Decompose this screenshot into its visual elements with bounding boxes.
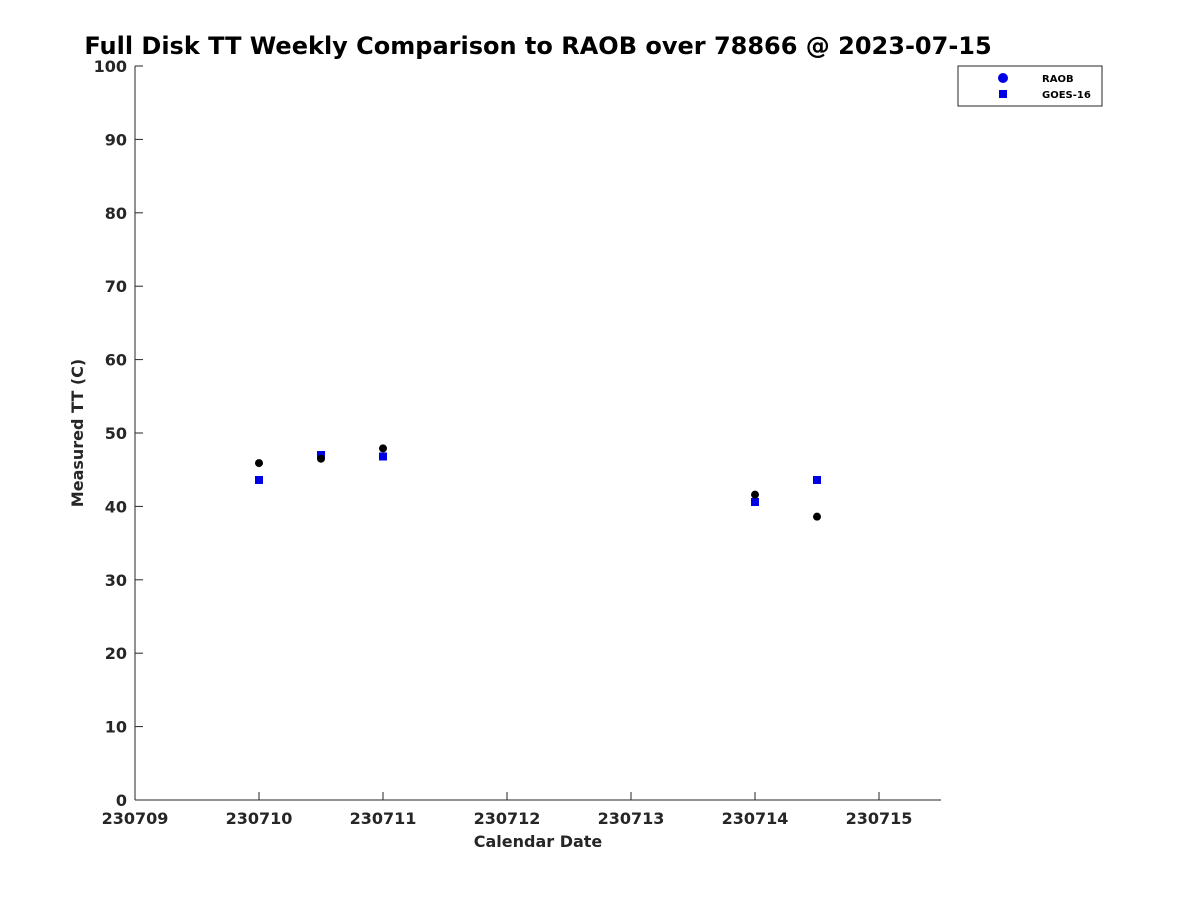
y-tick-label: 20 <box>105 644 127 663</box>
x-tick-label: 230712 <box>474 809 541 828</box>
legend-label-goes-16: GOES-16 <box>1042 90 1091 101</box>
x-tick-label: 230709 <box>102 809 169 828</box>
point-raob <box>379 444 387 453</box>
y-tick-label: 100 <box>94 57 127 76</box>
y-tick-label: 10 <box>105 718 127 737</box>
x-tick-label: 230714 <box>722 809 789 828</box>
data-points <box>255 444 821 521</box>
y-ticks: 0 10 20 30 40 50 60 70 80 90 100 <box>94 57 143 810</box>
legend-marker-raob <box>998 73 1008 83</box>
legend-marker-goes-16 <box>999 90 1007 98</box>
chart-title: Full Disk TT Weekly Comparison to RAOB o… <box>84 32 991 60</box>
point-raob <box>813 512 821 521</box>
x-tick-label: 230711 <box>350 809 417 828</box>
y-tick-label: 70 <box>105 277 127 296</box>
legend: RAOB GOES-16 <box>957 65 1103 107</box>
legend-label-raob: RAOB <box>1042 74 1074 85</box>
x-tick-label: 230713 <box>598 809 665 828</box>
point-goes-16 <box>751 497 759 506</box>
y-axis-title: Measured TT (C) <box>68 359 87 507</box>
point-raob <box>255 459 263 468</box>
point-raob <box>317 454 325 463</box>
x-axis-title: Calendar Date <box>474 832 603 851</box>
point-goes-16 <box>379 452 387 461</box>
x-tick-label: 230710 <box>226 809 293 828</box>
legend-box <box>957 65 1103 107</box>
y-tick-label: 0 <box>116 791 127 810</box>
y-tick-label: 60 <box>105 351 127 370</box>
legend-items: RAOB GOES-16 <box>998 73 1091 101</box>
y-tick-label: 50 <box>105 424 127 443</box>
y-tick-label: 90 <box>105 130 127 149</box>
y-tick-label: 40 <box>105 497 127 516</box>
point-raob <box>751 490 759 499</box>
x-ticks: 230709 230710 230711 230712 230713 230714 2307… <box>102 792 913 828</box>
point-goes-16 <box>813 475 821 484</box>
x-tick-label: 230715 <box>846 809 913 828</box>
point-goes-16 <box>255 475 263 484</box>
y-tick-label: 80 <box>105 204 127 223</box>
y-tick-label: 30 <box>105 571 127 590</box>
